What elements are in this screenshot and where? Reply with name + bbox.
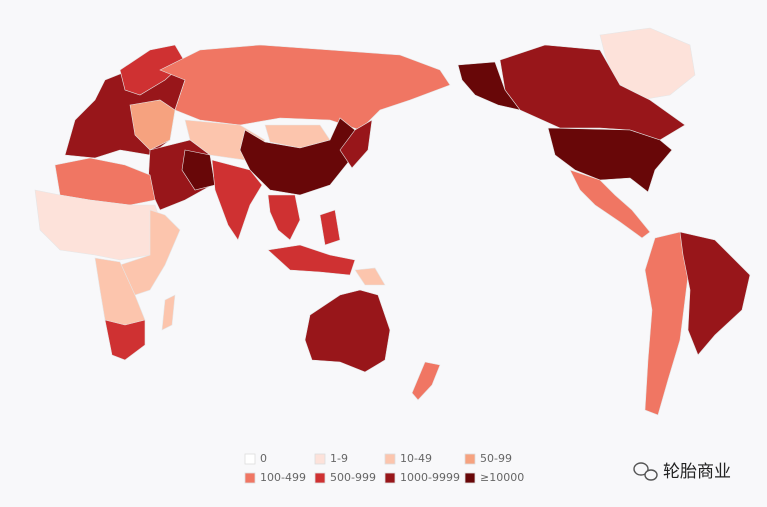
region <box>129 99 176 151</box>
region <box>161 294 176 331</box>
region <box>159 44 451 131</box>
wechat-icon <box>633 462 649 476</box>
legend: 0 1-9 10-49 50-99 100-499 500-999 1000-9999 ≥10… <box>244 452 524 484</box>
legend-label: 500-999 <box>330 471 376 484</box>
region <box>644 231 691 416</box>
legend-swatch <box>244 472 256 484</box>
region <box>304 289 391 373</box>
watermark-text: 轮胎商业 <box>663 462 731 482</box>
legend-label: ≥10000 <box>480 471 524 484</box>
region <box>679 231 751 356</box>
legend-swatch <box>314 453 326 465</box>
region <box>119 209 181 296</box>
wechat-icon <box>644 469 658 481</box>
region <box>354 267 386 286</box>
region <box>411 361 441 401</box>
legend-swatch <box>464 472 476 484</box>
legend-swatch <box>384 453 396 465</box>
legend-label: 10-49 <box>400 452 432 465</box>
region <box>319 209 341 246</box>
region <box>569 169 651 239</box>
legend-label: 0 <box>260 452 267 465</box>
region <box>267 194 301 241</box>
legend-label: 100-499 <box>260 471 306 484</box>
region <box>599 27 696 101</box>
legend-swatch <box>384 472 396 484</box>
legend-swatch <box>464 453 476 465</box>
watermark: 轮胎商业 <box>633 462 731 482</box>
region <box>181 149 216 191</box>
region <box>104 319 146 361</box>
legend-label: 1000-9999 <box>400 471 460 484</box>
region <box>457 61 521 111</box>
map-regions <box>34 27 751 416</box>
legend-label: 1-9 <box>330 452 348 465</box>
legend-swatch <box>244 453 256 465</box>
region <box>211 159 263 241</box>
legend-label: 50-99 <box>480 452 512 465</box>
region <box>547 127 673 193</box>
region <box>267 244 356 276</box>
region <box>339 119 373 169</box>
legend-swatch <box>314 472 326 484</box>
